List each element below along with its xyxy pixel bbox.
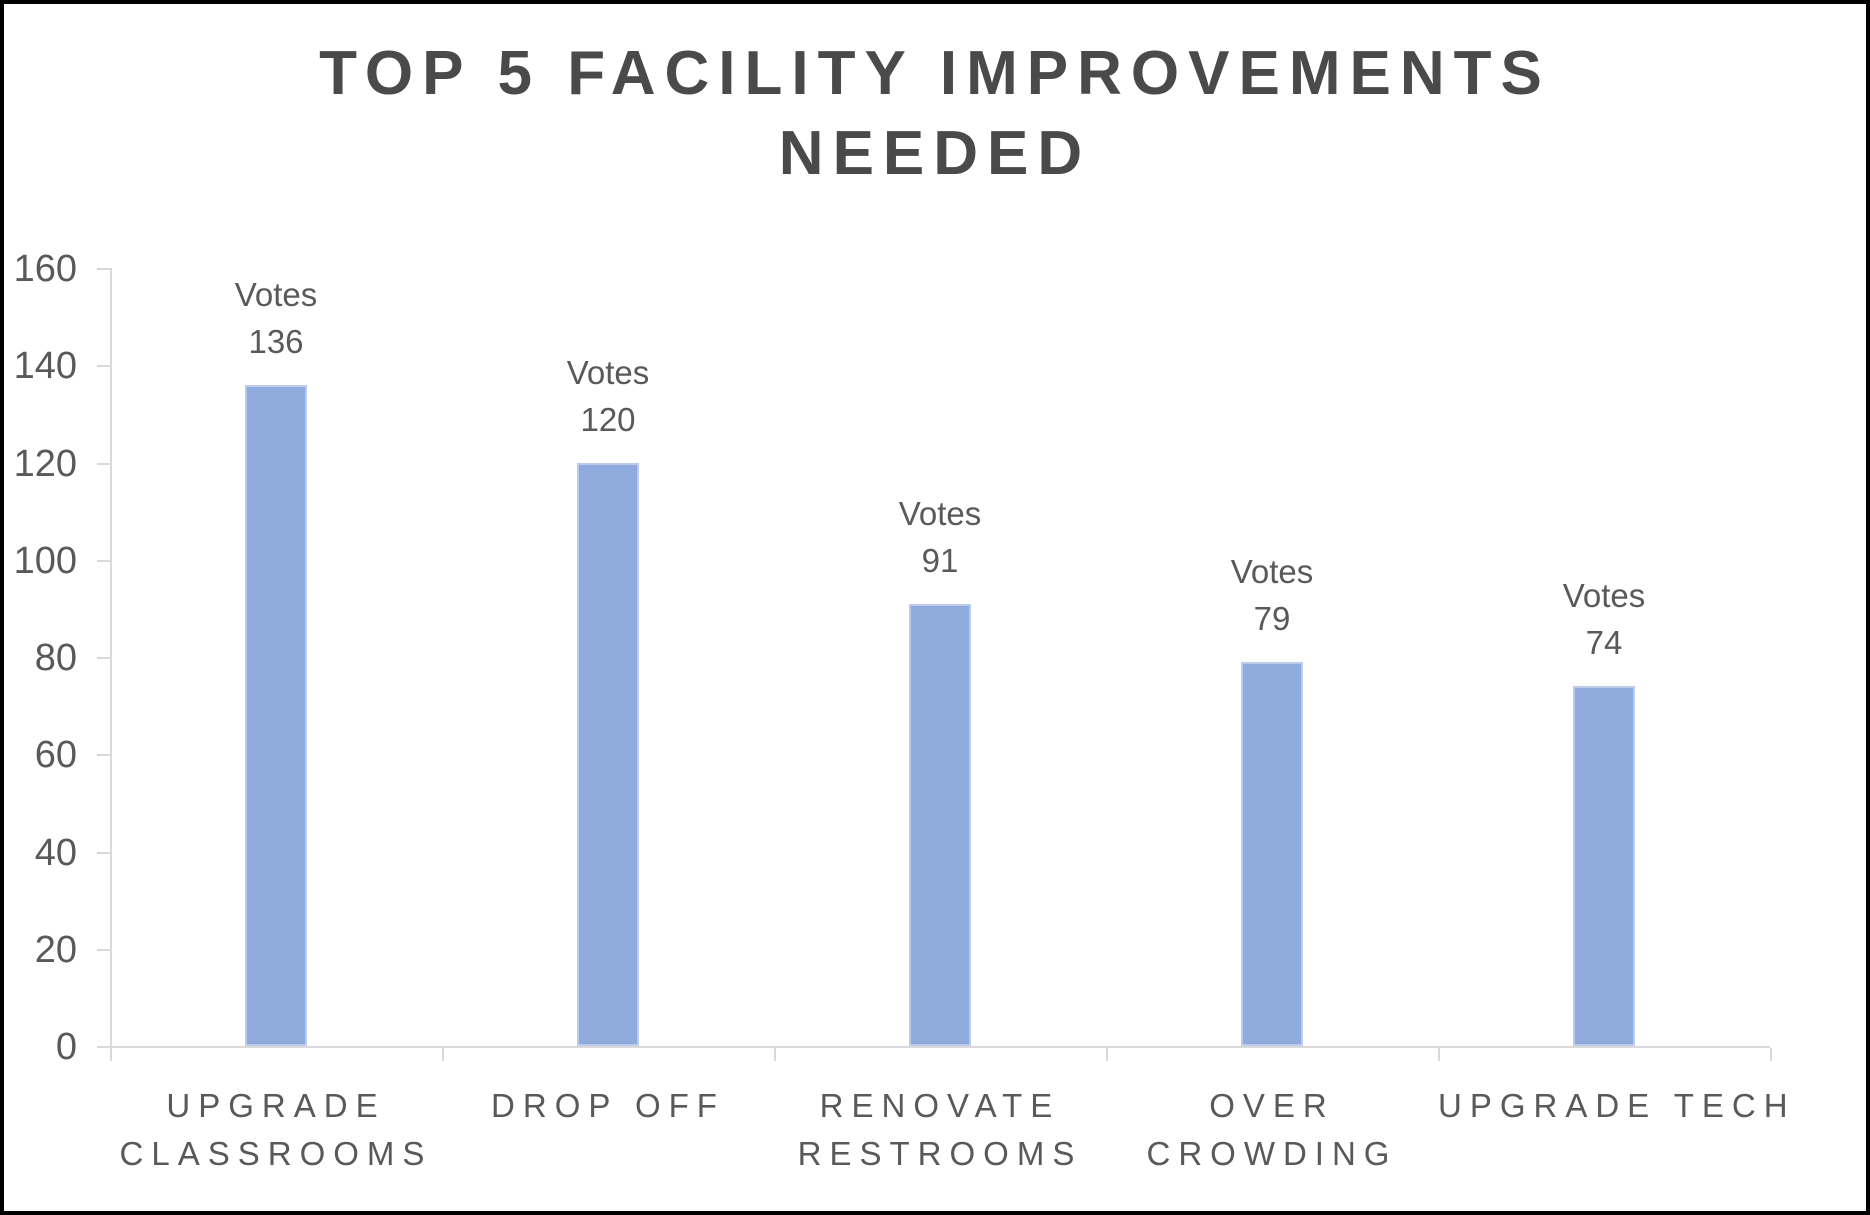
y-axis-tick-label: 60: [34, 734, 77, 777]
data-label: Votes 74: [1454, 572, 1754, 666]
bar: [577, 462, 639, 1046]
y-axis-tick-label: 140: [13, 345, 77, 388]
data-label-value: 120: [580, 400, 636, 438]
bar: [1573, 686, 1635, 1046]
y-axis-tick-label: 40: [34, 831, 77, 874]
data-label: Votes 120: [458, 349, 758, 443]
category-label-line: UPGRADE: [166, 1087, 386, 1124]
y-axis-tick-label: 20: [34, 928, 77, 971]
category-axis-tick: [774, 1048, 776, 1061]
data-label-series-name: Votes: [1562, 577, 1646, 615]
bar: [245, 384, 307, 1046]
data-label-value: 136: [248, 322, 304, 360]
y-axis-tick: [97, 1046, 110, 1048]
data-label-series-name: Votes: [566, 353, 650, 391]
category-label-line: RESTROOMS: [797, 1135, 1083, 1172]
y-axis-tick-label: 160: [13, 248, 77, 290]
y-axis-tick: [97, 268, 110, 270]
y-axis-tick-label: 100: [13, 539, 77, 582]
data-label: Votes 136: [126, 271, 426, 365]
bar: [909, 603, 971, 1046]
y-axis-tick: [97, 462, 110, 465]
data-label: Votes 79: [1122, 548, 1422, 642]
data-label-series-name: Votes: [234, 275, 318, 313]
category-label-line: DROP OFF: [491, 1087, 725, 1124]
category-axis-label: DROP OFF: [442, 1082, 774, 1130]
bar: [1241, 661, 1303, 1046]
chart-title-line-1: TOP 5 FACILITY IMPROVEMENTS: [319, 39, 1551, 108]
category-axis-tick: [442, 1048, 444, 1061]
data-label-series-name: Votes: [1230, 552, 1314, 590]
category-axis-label: OVER CROWDING: [1106, 1082, 1438, 1178]
data-label-series-name: Votes: [898, 494, 982, 532]
x-axis-line: [110, 1046, 1770, 1048]
y-axis-tick-label: 120: [13, 442, 77, 485]
y-axis-tick: [97, 657, 110, 659]
category-axis-label: UPGRADE CLASSROOMS: [110, 1082, 442, 1178]
y-axis-tick-label: 0: [55, 1026, 77, 1068]
category-axis-tick: [110, 1048, 112, 1061]
y-axis-tick-label: 80: [34, 637, 77, 679]
category-label-line: UPGRADE TECH: [1438, 1087, 1796, 1124]
category-label-line: OVER: [1209, 1087, 1335, 1124]
category-label-line: RENOVATE: [819, 1087, 1061, 1124]
data-label: Votes 91: [790, 490, 1090, 584]
data-label-value: 74: [1585, 624, 1623, 662]
category-label-line: CROWDING: [1146, 1135, 1398, 1172]
y-axis-tick: [97, 948, 110, 951]
category-axis-tick: [1438, 1048, 1440, 1061]
y-axis-line: [110, 268, 112, 1046]
y-axis-tick: [97, 365, 110, 368]
y-axis-tick: [97, 754, 110, 757]
chart-title: TOP 5 FACILITY IMPROVEMENTS NEEDED: [4, 34, 1866, 194]
category-axis-label: RENOVATE RESTROOMS: [774, 1082, 1106, 1178]
category-axis-tick: [1770, 1048, 1772, 1061]
data-label-value: 79: [1253, 599, 1291, 637]
chart-title-line-2: NEEDED: [778, 119, 1092, 188]
y-axis-tick: [97, 851, 110, 854]
y-axis-tick: [97, 559, 110, 562]
category-axis-label: UPGRADE TECH: [1438, 1082, 1796, 1130]
category-axis-tick: [1106, 1048, 1108, 1061]
data-label-value: 91: [921, 541, 959, 579]
category-label-line: CLASSROOMS: [119, 1135, 433, 1172]
